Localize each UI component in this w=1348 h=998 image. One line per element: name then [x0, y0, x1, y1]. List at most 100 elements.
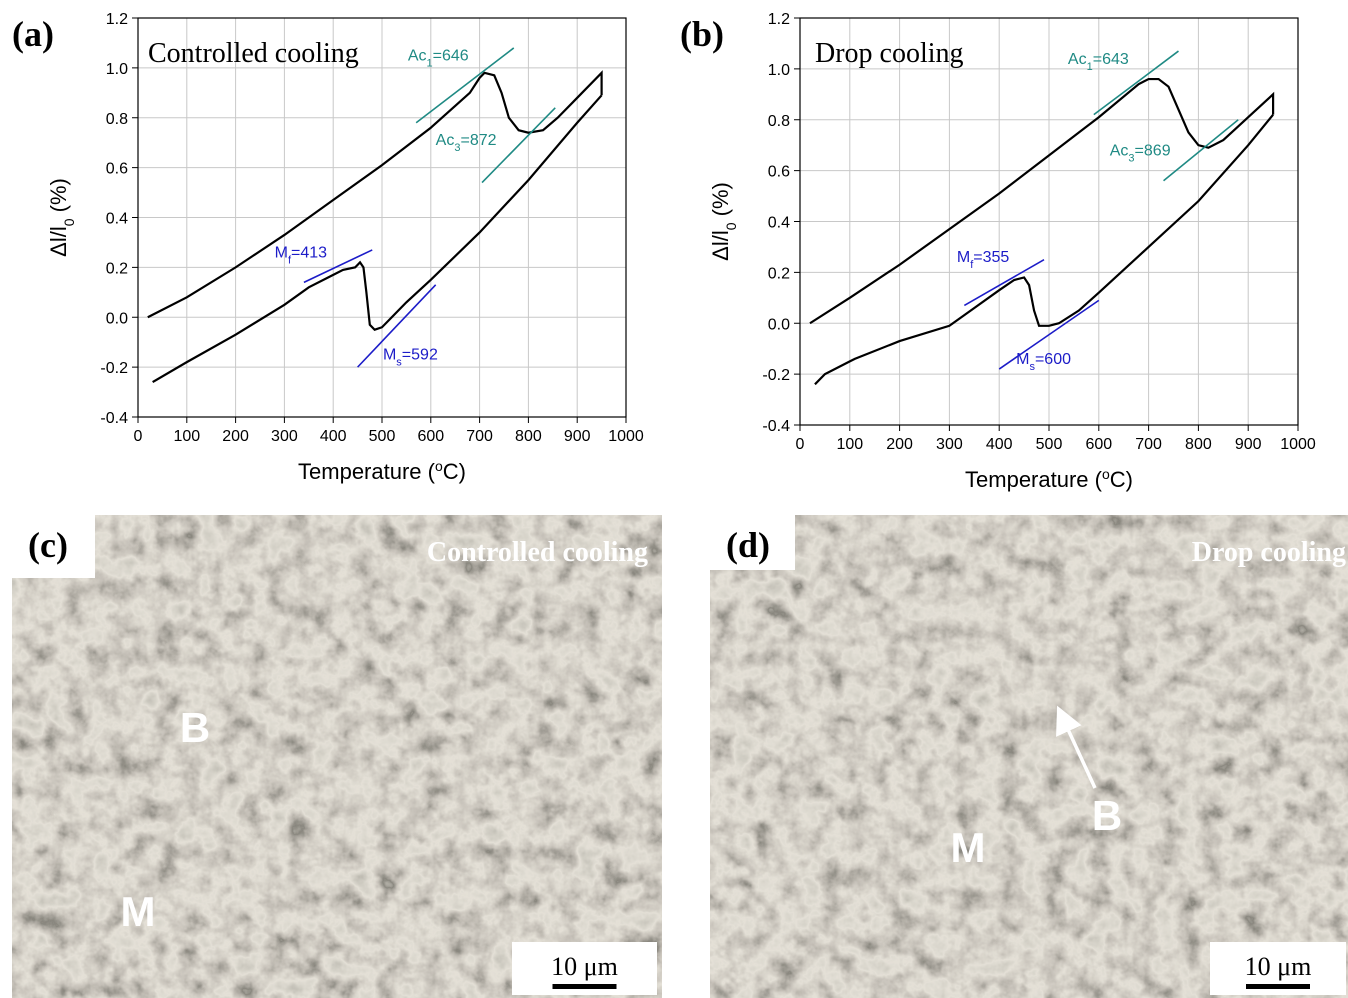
- y-tick-label: 1.0: [106, 61, 128, 78]
- x-tick-label: 0: [134, 428, 143, 445]
- page: 01002003004005006007008009001000-0.4-0.2…: [0, 0, 1348, 998]
- x-axis-title-part: o: [1102, 466, 1110, 482]
- y-tick-label: 0.4: [768, 215, 790, 232]
- chart-title: Drop cooling: [815, 38, 964, 69]
- x-tick-label: 400: [986, 436, 1013, 453]
- phase-marker: M: [951, 824, 986, 871]
- micrograph-image: [12, 515, 662, 998]
- annotation-part: =869: [1135, 142, 1171, 159]
- micrograph: (d) Drop cooling B M 10 μm: [710, 515, 1348, 998]
- x-tick-label: 300: [936, 436, 963, 453]
- x-tick-label: 800: [1185, 436, 1212, 453]
- phase-marker: B: [1092, 792, 1122, 839]
- y-axis-title-part: Δl/l: [708, 230, 733, 261]
- micrograph-caption: Controlled cooling: [427, 537, 648, 568]
- annotation: Ms=592: [383, 347, 438, 369]
- x-tick-label: 600: [1085, 436, 1112, 453]
- x-tick-label: 700: [1135, 436, 1162, 453]
- chart-title: Controlled cooling: [148, 38, 359, 69]
- x-tick-label: 100: [173, 428, 200, 445]
- y-axis-title-part: 0: [723, 222, 739, 230]
- annotation-part: Ac: [1110, 142, 1129, 159]
- annotation-part: Ac: [436, 132, 455, 149]
- y-tick-label: 0.0: [768, 316, 790, 333]
- panel-label: (d): [726, 525, 770, 565]
- annotation-part: =646: [433, 47, 469, 64]
- data-line: [1164, 120, 1239, 181]
- annotation: Ac1=646: [408, 47, 469, 69]
- x-tick-label: 500: [1036, 436, 1063, 453]
- annotation-part: =355: [973, 249, 1009, 266]
- scale-bar-label: 10 μm: [551, 952, 618, 981]
- annotation: Mf=413: [275, 244, 328, 266]
- scale-bar: [553, 984, 617, 989]
- annotation-part: Ac: [1068, 51, 1087, 68]
- y-tick-label: 0.8: [106, 111, 128, 128]
- annotation-part: M: [957, 249, 970, 266]
- x-tick-label: 200: [886, 436, 913, 453]
- y-tick-label: 0.6: [768, 164, 790, 181]
- x-tick-label: 400: [320, 428, 347, 445]
- panel-label: (a): [12, 14, 54, 54]
- x-axis-title-part: Temperature (: [298, 459, 436, 484]
- x-tick-label: 1000: [1280, 436, 1316, 453]
- y-axis-title-part: 0: [61, 218, 77, 226]
- x-tick-label: 200: [222, 428, 249, 445]
- data-line: [810, 79, 1273, 323]
- x-axis-title-part: C): [1110, 467, 1133, 492]
- scale-bar-label: 10 μm: [1245, 952, 1312, 981]
- y-tick-label: 0.4: [106, 211, 128, 228]
- figure: 01002003004005006007008009001000-0.4-0.2…: [0, 0, 1348, 998]
- x-axis-title-part: Temperature (: [965, 467, 1103, 492]
- phase-marker: M: [121, 888, 156, 935]
- y-tick-label: 0.2: [106, 260, 128, 277]
- data-line: [153, 95, 602, 382]
- y-tick-label: -0.2: [762, 367, 790, 384]
- y-tick-label: 0.2: [768, 265, 790, 282]
- data-line: [148, 73, 602, 317]
- x-tick-label: 700: [466, 428, 493, 445]
- annotation: Ac3=872: [436, 132, 497, 154]
- annotation: Mf=355: [957, 249, 1010, 271]
- annotation-part: M: [383, 347, 396, 364]
- y-tick-label: -0.4: [762, 418, 790, 435]
- annotation-part: M: [275, 244, 288, 261]
- annotation-part: Ac: [408, 47, 427, 64]
- x-tick-label: 900: [564, 428, 591, 445]
- x-tick-label: 900: [1235, 436, 1262, 453]
- y-tick-label: 0.0: [106, 310, 128, 327]
- annotation-part: =643: [1093, 51, 1129, 68]
- annotation: Ac3=869: [1110, 142, 1171, 164]
- x-axis-title-part: C): [443, 459, 466, 484]
- y-tick-label: 1.0: [768, 62, 790, 79]
- x-tick-label: 0: [796, 436, 805, 453]
- chart: 0 100 200 300 400 500 600 700 800 900 1000 -0.4 -0.2…: [680, 11, 1316, 492]
- annotation-part: M: [1016, 351, 1029, 368]
- y-axis-title-part: Δl/l: [46, 226, 71, 257]
- y-axis-title-part: (%): [46, 178, 71, 218]
- x-axis-title-part: o: [435, 458, 443, 474]
- y-tick-label: -0.2: [100, 360, 128, 377]
- data-line: [815, 115, 1273, 385]
- annotation-part: =872: [460, 132, 496, 149]
- x-tick-label: 800: [515, 428, 542, 445]
- annotation-part: =413: [291, 244, 327, 261]
- micrograph-caption: Drop cooling: [1192, 537, 1346, 568]
- y-tick-label: 1.2: [106, 11, 128, 28]
- panel-label: (b): [680, 14, 724, 54]
- y-axis-title-part: (%): [708, 182, 733, 222]
- panel-label: (c): [28, 525, 68, 565]
- y-axis-title: Δl/l0 (%): [708, 182, 739, 261]
- x-tick-label: 600: [417, 428, 444, 445]
- x-tick-label: 500: [369, 428, 396, 445]
- y-tick-label: 0.6: [106, 161, 128, 178]
- micrograph-image: [710, 515, 1348, 998]
- y-tick-label: 0.8: [768, 113, 790, 130]
- y-axis-title: Δl/l0 (%): [46, 178, 77, 257]
- x-tick-label: 100: [836, 436, 863, 453]
- x-axis-title: Temperature (oC): [298, 458, 466, 484]
- x-axis-title: Temperature (oC): [965, 466, 1133, 492]
- scale-bar: [1246, 984, 1310, 989]
